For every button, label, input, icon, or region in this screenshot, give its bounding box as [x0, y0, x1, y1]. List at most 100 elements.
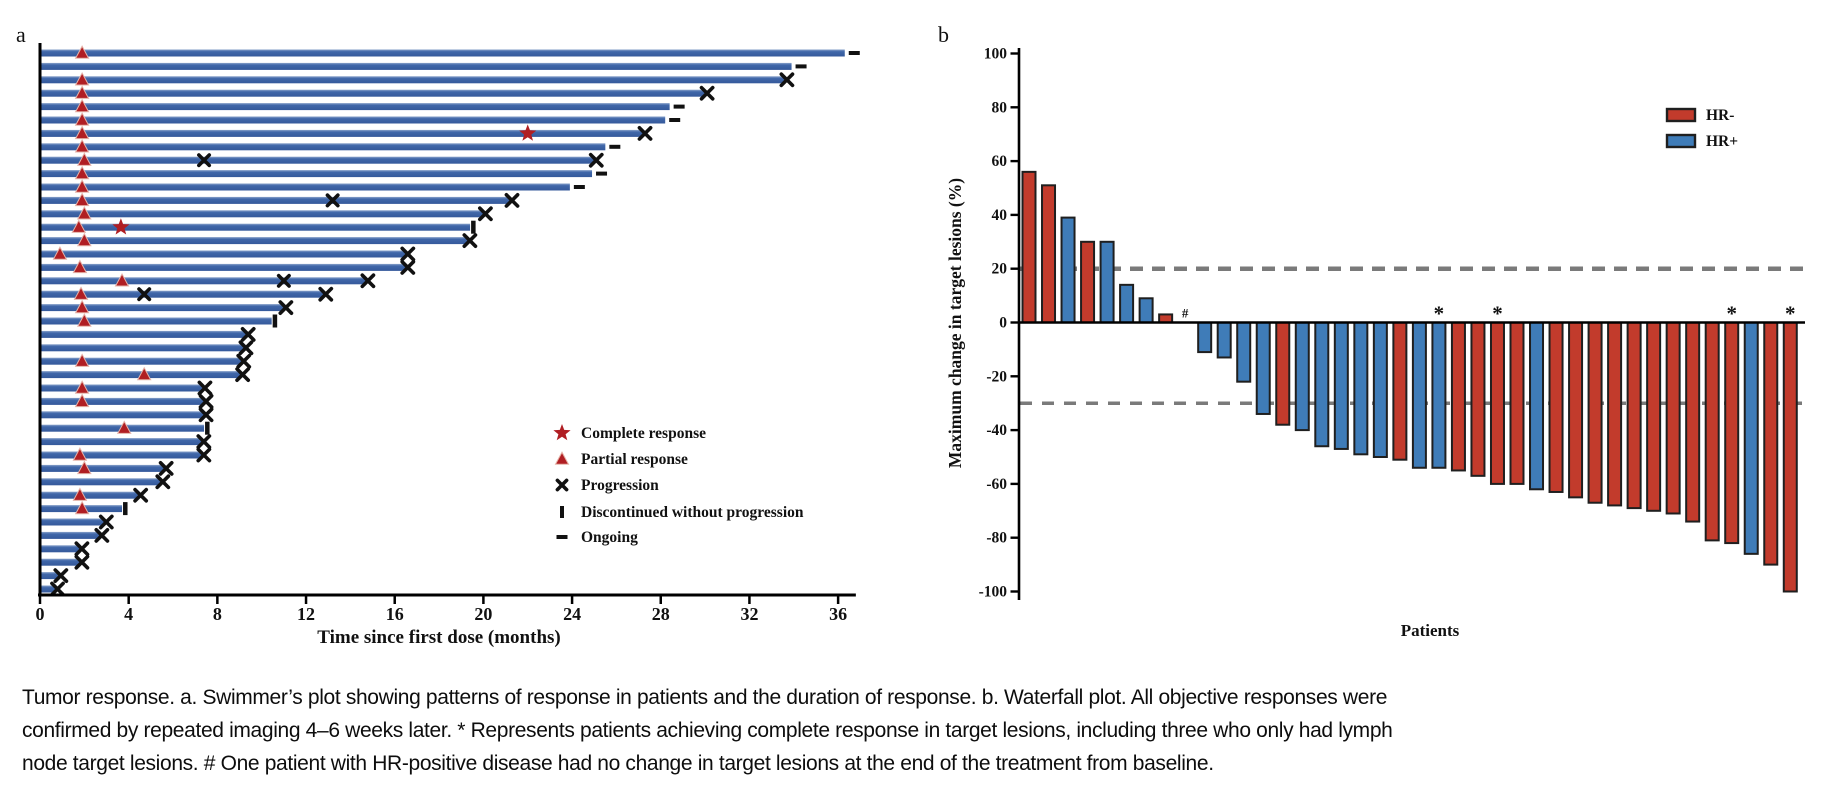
swimmer-bar-19	[41, 290, 324, 298]
y-tick-label: 100	[984, 46, 1008, 63]
progression-marker	[325, 193, 340, 208]
swimmer-bar-23	[41, 344, 244, 352]
waterfall-bar-6	[1119, 283, 1135, 324]
x-tick-label: 16	[386, 604, 404, 624]
swimmer-bar-28	[41, 411, 205, 419]
progression-end-marker	[98, 514, 114, 530]
y-tick-label: -100	[979, 584, 1008, 601]
legend-label: HR+	[1706, 133, 1738, 150]
partial-response-marker	[52, 246, 68, 260]
waterfall-bar-40	[1782, 321, 1798, 593]
discontinued-marker	[272, 314, 278, 328]
caption-line-2: confirmed by repeated imaging 4–6 weeks …	[22, 719, 1393, 742]
progression-end-marker	[196, 434, 212, 450]
swimmer-bar-14	[41, 223, 471, 231]
partial-response-marker	[74, 85, 90, 99]
partial-response-marker	[74, 138, 90, 153]
x-axis-title: Time since first dose (months)	[317, 627, 560, 648]
waterfall-bar-24	[1470, 321, 1486, 477]
progression-end-marker	[53, 568, 69, 584]
partial-response-marker	[72, 487, 88, 501]
panel-a-label: a	[16, 22, 26, 47]
waterfall-bar-26	[1509, 321, 1525, 485]
waterfall-bar-13	[1255, 321, 1271, 415]
waterfall-bar-2	[1041, 184, 1057, 324]
asterisk-marker: *	[1726, 302, 1737, 326]
y-tick-label: 0	[999, 315, 1007, 332]
swimmer-bar-16	[41, 250, 406, 258]
partial-response-marker	[71, 219, 87, 233]
progression-end-marker	[360, 273, 376, 289]
discontinued-marker	[205, 421, 210, 435]
x-tick-label: 20	[474, 604, 492, 624]
progression-end-marker	[197, 380, 213, 396]
waterfall-bar-28	[1548, 321, 1564, 493]
swimmer-bar-18	[41, 277, 366, 285]
swimmer-bar-41	[41, 585, 56, 593]
ongoing-marker	[673, 104, 685, 109]
progression-end-marker	[240, 326, 256, 342]
swimmer-bar-40	[41, 572, 59, 580]
partial-response-marker	[77, 232, 92, 247]
partial-response-marker	[72, 259, 88, 274]
waterfall-bar-16	[1314, 321, 1330, 448]
waterfall-bar-11	[1216, 321, 1232, 359]
partial-response-marker	[77, 313, 92, 327]
partial-response-marker	[74, 380, 90, 394]
y-tick-label: -40	[986, 422, 1007, 439]
legend-star-icon	[553, 424, 571, 441]
partial-response-marker	[74, 98, 90, 113]
progression-end-marker	[196, 447, 212, 463]
ongoing-marker	[848, 51, 860, 55]
progression-marker	[197, 153, 212, 168]
legend-label: Discontinued without progression	[581, 504, 804, 521]
legend-dash-icon	[556, 535, 568, 539]
legend-swatch-HR-	[1665, 107, 1697, 123]
swimmer-bar-27	[41, 397, 205, 405]
swimmer-bar-30	[41, 438, 202, 446]
swimmer-bar-12	[41, 196, 511, 204]
y-tick-label: -20	[986, 368, 1007, 385]
progression-end-marker	[74, 554, 90, 570]
asterisk-marker: *	[1785, 302, 1796, 326]
progression-end-marker	[504, 193, 520, 208]
progression-end-marker	[235, 367, 251, 383]
waterfall-bar-25	[1489, 321, 1505, 485]
progression-end-marker	[462, 233, 478, 248]
waterfall-bar-15	[1294, 321, 1310, 432]
waterfall-bar-32	[1626, 321, 1642, 510]
legend-label: Complete response	[581, 425, 706, 442]
legend-vbar-icon	[560, 506, 564, 518]
waterfall-bar-14	[1275, 321, 1291, 426]
swimmer-bar-17	[41, 263, 406, 271]
swimmer-bar-1	[41, 49, 845, 57]
progression-end-marker	[198, 407, 214, 423]
progression-end-marker	[74, 541, 90, 557]
caption-line-1: Tumor response. a. Swimmer’s plot showin…	[22, 686, 1388, 709]
partial-response-marker	[74, 112, 90, 126]
swimmer-bar-9	[41, 156, 595, 164]
legend-triangle-icon	[554, 451, 570, 465]
progression-end-marker	[699, 85, 715, 101]
discontinued-marker	[123, 502, 128, 516]
swimmer-bar-37	[41, 531, 100, 539]
swimmer-bar-8	[41, 143, 606, 151]
swimmer-bar-13	[41, 210, 484, 218]
swimmer-bar-34	[41, 491, 139, 499]
partial-response-marker	[77, 205, 92, 220]
x-tick-label: 8	[213, 604, 222, 624]
waterfall-bar-12	[1236, 321, 1252, 383]
legend-x-icon	[555, 478, 569, 492]
waterfall-bar-21	[1411, 321, 1427, 469]
swimmer-bar-33	[41, 478, 161, 486]
x-tick-label: 32	[740, 604, 758, 624]
swimmer-bar-39	[41, 558, 80, 566]
waterfall-bar-29	[1568, 321, 1584, 499]
progression-end-marker	[94, 527, 110, 543]
ongoing-marker	[669, 118, 681, 122]
discontinued-marker	[471, 220, 476, 234]
partial-response-marker	[74, 353, 90, 367]
swimmer-bar-38	[41, 545, 80, 553]
partial-response-marker	[77, 152, 92, 166]
